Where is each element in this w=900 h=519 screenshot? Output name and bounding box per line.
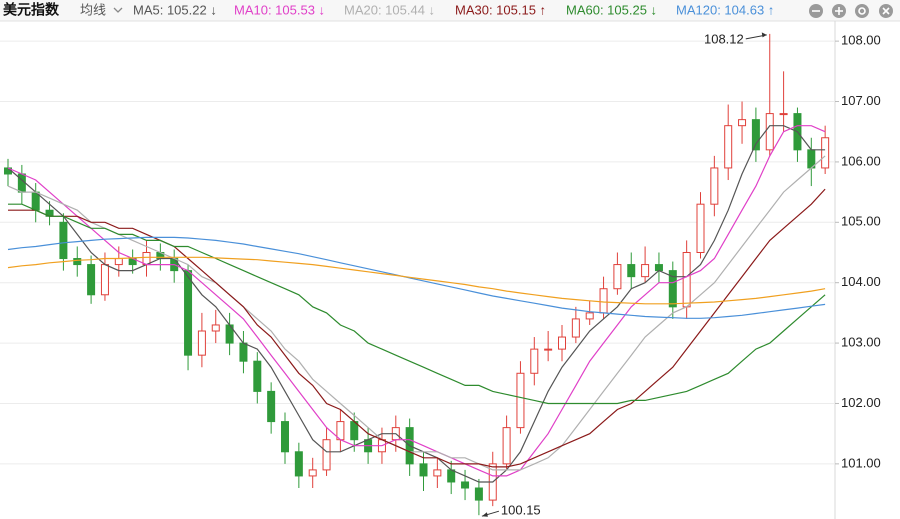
candle-body <box>184 270 193 356</box>
candle-body <box>696 203 705 253</box>
candle-body <box>73 258 82 266</box>
y-tick-label: 106.00 <box>841 153 881 168</box>
candle-body <box>433 469 442 477</box>
y-tick-label: 108.00 <box>841 33 881 48</box>
candle-body <box>447 469 456 483</box>
legend-entry: MA20: 105.44 ↓ <box>344 2 435 17</box>
candle-body <box>267 390 276 423</box>
candle-body <box>571 318 580 338</box>
candle-body <box>253 360 262 392</box>
legend-entry: MA5: 105.22 ↓ <box>133 2 217 17</box>
y-tick-label: 107.00 <box>841 93 881 108</box>
ma-line <box>7 236 826 319</box>
index-title: 美元指数 <box>3 2 60 18</box>
annotation-arrowhead <box>761 32 767 38</box>
candle-body <box>558 336 566 350</box>
low-annotation: 100.15 <box>501 503 541 518</box>
candle-body <box>668 270 677 308</box>
candle-body <box>308 469 317 477</box>
candle-body <box>627 264 636 278</box>
candle-body <box>724 125 733 169</box>
window-controls <box>809 4 893 18</box>
candle-body <box>779 113 788 116</box>
y-tick-label: 101.00 <box>841 455 881 470</box>
y-tick-label: 104.00 <box>841 274 881 289</box>
candle-body <box>17 173 26 193</box>
candle-body <box>461 481 470 489</box>
candle-body <box>502 427 511 465</box>
header-bar <box>0 0 900 21</box>
candle-body <box>821 137 830 169</box>
annotation-arrowhead <box>481 512 488 517</box>
candle-body <box>142 251 151 266</box>
ma-line <box>8 188 826 468</box>
candle-body <box>738 119 747 127</box>
ma-line <box>7 155 826 471</box>
ma-line <box>7 125 826 477</box>
candle-body <box>294 451 303 477</box>
ma-menu[interactable]: 均线 <box>80 2 106 17</box>
candle-body <box>641 264 650 278</box>
candle-body <box>322 439 331 471</box>
candle-body <box>59 221 68 260</box>
candle-body <box>516 372 525 429</box>
legend-entry: MA120: 104.63 ↑ <box>676 2 774 17</box>
candle-body <box>530 348 539 374</box>
settings-button[interactable] <box>855 4 869 18</box>
y-tick-label: 103.00 <box>841 335 881 350</box>
candle-body <box>682 251 691 308</box>
candle-body <box>281 421 289 453</box>
ma-menu-chevron[interactable] <box>113 7 123 13</box>
legend-entry: MA10: 105.53 ↓ <box>234 2 325 17</box>
candle-body <box>765 113 774 151</box>
high-annotation: 108.12 <box>704 31 744 46</box>
candle-body <box>544 348 553 351</box>
y-tick-label: 102.00 <box>841 395 881 410</box>
ma-line <box>7 256 826 305</box>
legend-entry: MA60: 105.25 ↓ <box>566 2 657 17</box>
candle-body <box>613 264 622 290</box>
legend-entry: MA30: 105.15 ↑ <box>455 2 546 17</box>
ma-line <box>8 203 826 405</box>
candle-body <box>197 330 206 356</box>
candle-body <box>654 264 663 272</box>
candle-body <box>419 463 428 477</box>
settings-icon <box>858 7 866 15</box>
candle-body <box>710 167 719 205</box>
candle-body <box>599 288 608 314</box>
candle-body <box>239 342 248 362</box>
close-icon <box>882 7 890 15</box>
candle-body <box>100 264 109 296</box>
candle-body <box>751 119 760 151</box>
candle-body <box>474 487 483 501</box>
y-tick-label: 105.00 <box>841 214 881 229</box>
candle-body <box>114 258 123 266</box>
candle-body <box>87 264 96 296</box>
ma-line <box>7 125 826 483</box>
candle-body <box>211 324 220 332</box>
candle-body <box>585 312 594 320</box>
